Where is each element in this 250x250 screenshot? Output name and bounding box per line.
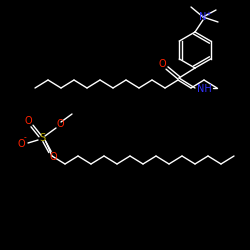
Text: -: - <box>24 134 26 142</box>
Text: S: S <box>39 133 45 143</box>
Text: N: N <box>199 12 207 22</box>
Text: NH: NH <box>196 84 212 94</box>
Text: O: O <box>17 139 25 149</box>
Text: O: O <box>49 152 57 162</box>
Text: O: O <box>24 116 32 126</box>
Text: O: O <box>56 119 64 129</box>
Text: O: O <box>158 59 166 69</box>
Text: +: + <box>205 11 211 17</box>
